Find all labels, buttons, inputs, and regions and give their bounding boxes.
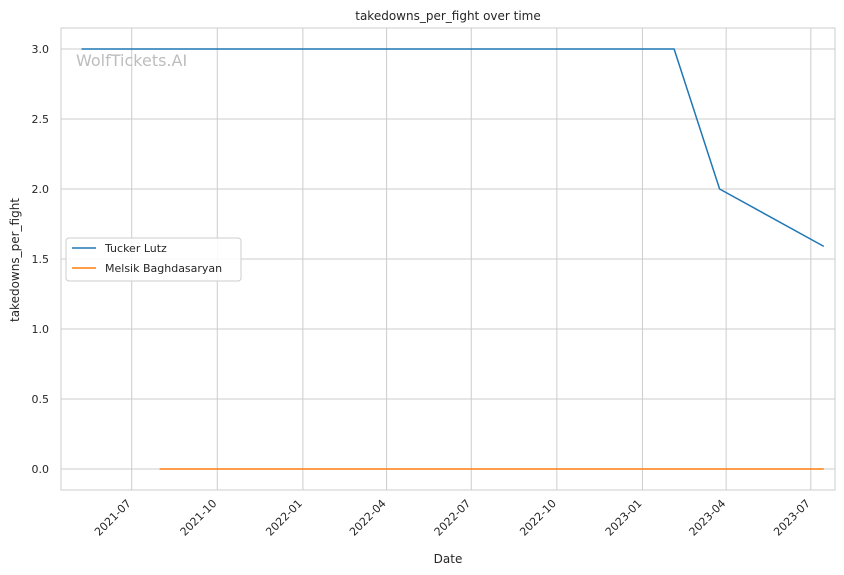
legend: Tucker Lutz Melsik Baghdasaryan: [65, 237, 242, 282]
plot-frame: [60, 27, 836, 491]
y-tick-label: 1.0: [32, 323, 50, 336]
chart-title: takedowns_per_fight over time: [355, 9, 541, 23]
y-tick-label: 0.0: [32, 463, 50, 476]
series-line-tucker-lutz: [81, 48, 825, 248]
legend-label-tucker-lutz: Tucker Lutz: [104, 242, 167, 255]
y-tick-label: 2.0: [32, 183, 50, 196]
series-lines: [81, 48, 825, 470]
y-tick-label: 0.5: [32, 393, 50, 406]
x-axis-label: Date: [434, 552, 463, 566]
legend-label-melsik-baghdasaryan: Melsik Baghdasaryan: [105, 262, 222, 275]
legend-box: [65, 237, 242, 282]
watermark: WolfTickets.AI: [76, 51, 187, 70]
y-axis: 0.0 0.5 1.0 1.5 2.0 2.5 3.0: [32, 43, 50, 476]
y-tick-label: 3.0: [32, 43, 50, 56]
y-tick-label: 1.5: [32, 253, 50, 266]
y-tick-label: 2.5: [32, 113, 50, 126]
y-axis-label: takedowns_per_fight: [8, 198, 22, 322]
